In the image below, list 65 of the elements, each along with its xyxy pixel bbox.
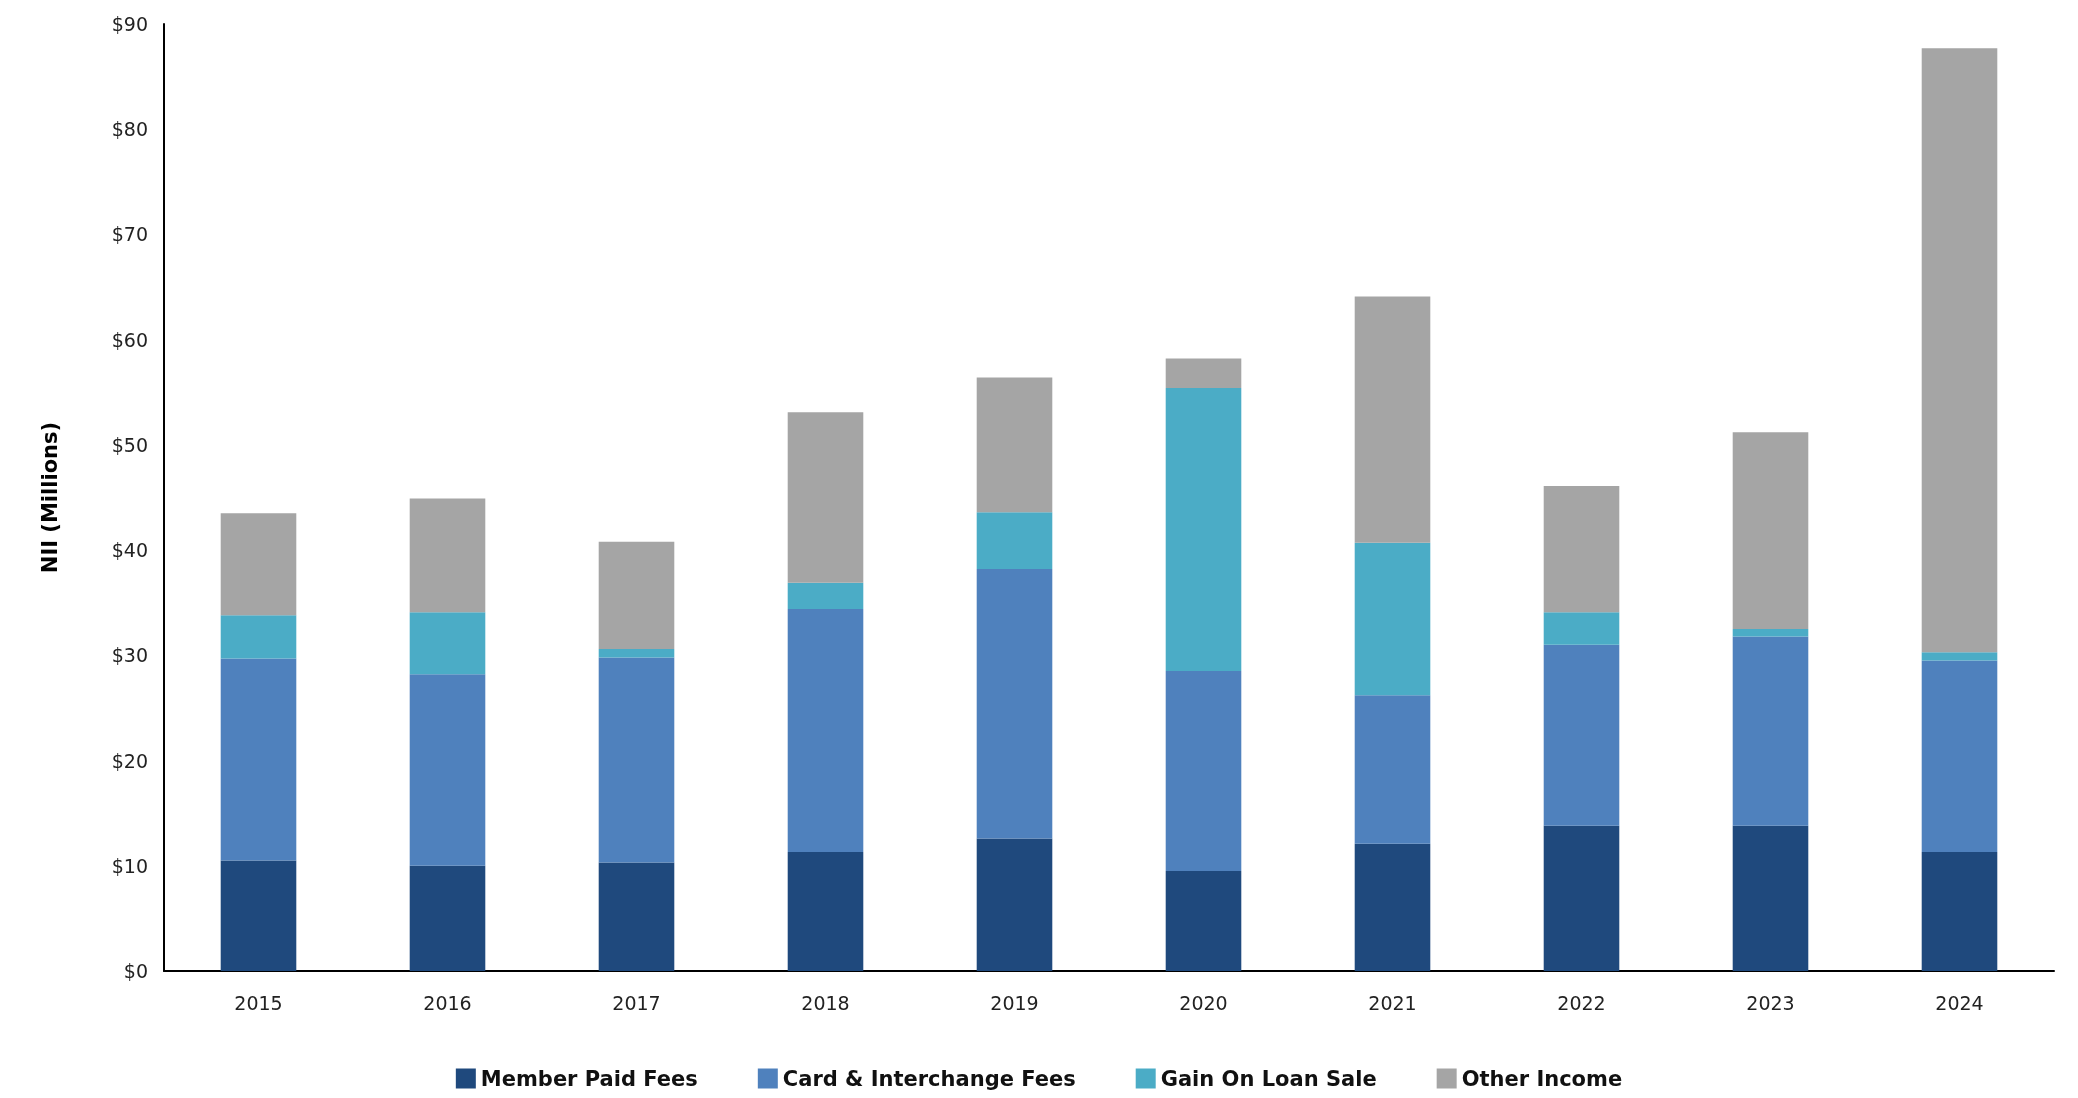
bar [409,498,486,613]
bar [598,862,675,971]
bar [598,649,675,658]
bar [598,541,675,650]
y-tick-label: $10 [111,854,148,877]
y-axis-title: NII (Millions) [37,421,62,574]
bar [976,512,1053,570]
bar [1165,671,1242,872]
bar [1165,871,1242,971]
legend-label: Gain On Loan Sale [1160,1066,1377,1091]
x-tick-label: 2017 [612,991,661,1014]
bar [220,615,297,659]
bar [1354,843,1431,971]
bar [1543,644,1620,826]
x-tick-label: 2016 [423,991,472,1014]
y-tick-label: $70 [111,223,148,246]
y-tick-label: $0 [123,960,148,982]
bar [1732,629,1809,637]
bar [787,412,864,583]
legend-label: Card & Interchange Fees [782,1066,1076,1091]
bar [1921,48,1998,653]
bar [1732,432,1809,630]
bar [220,513,297,616]
bar [409,612,486,675]
bar [976,377,1053,513]
bar [1921,852,1998,971]
bar [1921,660,1998,853]
bar [1921,652,1998,661]
x-tick-label: 2021 [1368,991,1417,1014]
x-tick-label: 2022 [1557,991,1606,1014]
x-tick-label: 2018 [801,991,850,1014]
bar [1354,695,1431,844]
y-tick-label: $50 [111,433,148,456]
bar [1543,825,1620,971]
bar [1543,612,1620,645]
bar [220,860,297,971]
bar [1732,825,1809,971]
bar [220,658,297,861]
x-tick-label: 2023 [1746,991,1795,1014]
bar [409,674,486,866]
bar [1165,358,1242,389]
y-tick-label: $60 [111,328,148,351]
bar [787,852,864,971]
bar [1543,485,1620,613]
bar [1732,636,1809,826]
bar [1354,542,1431,696]
bar [976,569,1053,839]
y-tick-label: $40 [111,539,148,562]
bar [787,582,864,610]
legend-label: Member Paid Fees [480,1066,698,1091]
bar [409,865,486,971]
legend-label: Other Income [1461,1066,1623,1091]
bar [1354,296,1431,543]
y-tick-label: $20 [111,749,148,772]
x-tick-label: 2024 [1935,991,1984,1014]
x-tick-label: 2020 [1179,991,1228,1014]
y-tick-label: $90 [111,13,148,35]
bar [598,657,675,863]
x-tick-label: 2015 [234,991,283,1014]
y-tick-label: $30 [111,644,148,667]
bar [787,609,864,853]
bar [976,838,1053,971]
x-tick-label: 2019 [990,991,1039,1014]
bar [1165,388,1242,672]
y-tick-label: $80 [111,118,148,141]
